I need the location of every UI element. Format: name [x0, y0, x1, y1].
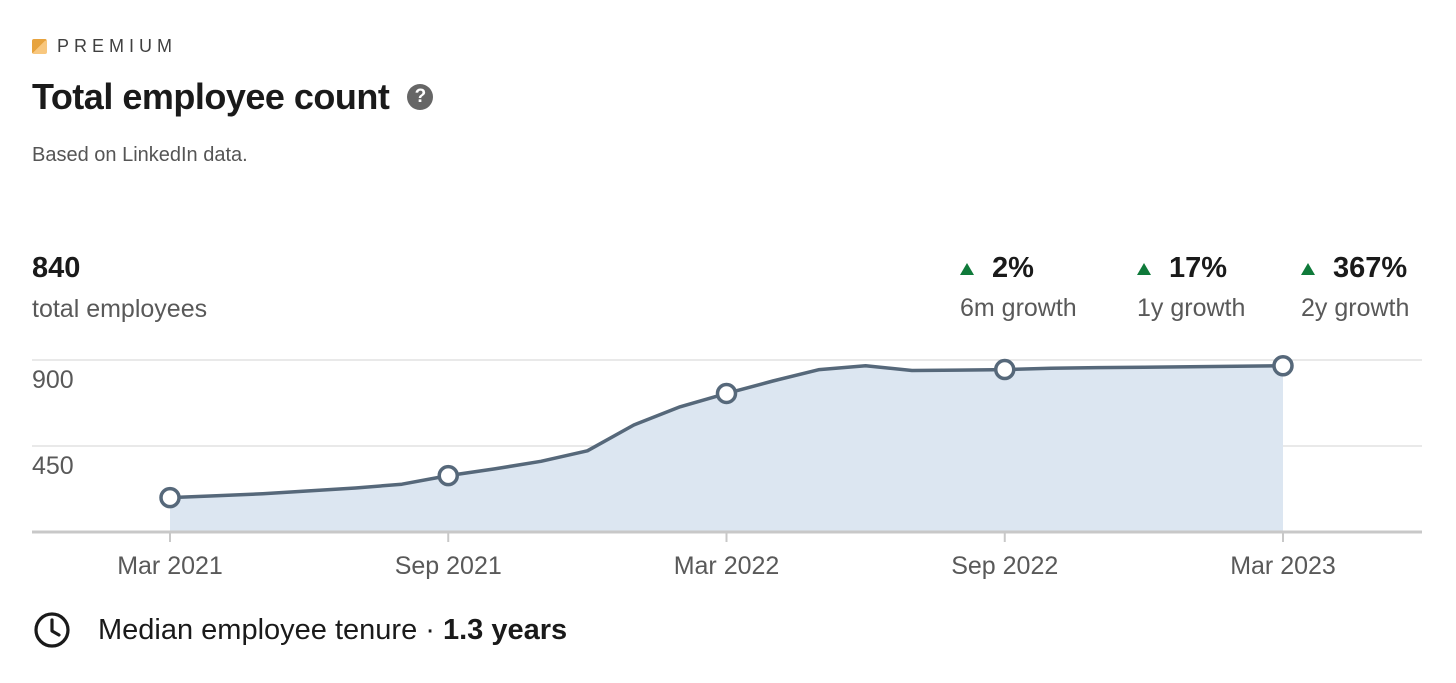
growth-6m: 2% 6m growth	[960, 252, 1077, 323]
x-tick-label: Mar 2023	[1230, 552, 1336, 580]
premium-badge: PREMIUM	[32, 36, 177, 57]
total-employees-label: total employees	[32, 295, 208, 323]
median-tenure: Median employee tenure · 1.3 years	[32, 610, 567, 650]
area-fill	[170, 365, 1283, 532]
growth-6m-value: 2%	[992, 252, 1034, 284]
title-row: Total employee count ?	[32, 76, 434, 118]
y-tick-label: 450	[32, 452, 74, 480]
x-tick-label: Mar 2021	[117, 552, 223, 580]
tenure-value: 1.3 years	[442, 613, 568, 646]
tenure-text: Median employee tenure · 1.3 years	[98, 614, 567, 647]
question-circle-icon[interactable]: ?	[407, 84, 434, 110]
growth-1y-label: 1y growth	[1137, 294, 1246, 322]
data-point-marker	[437, 464, 459, 487]
data-point-marker	[1272, 354, 1294, 377]
up-arrow-icon	[1301, 262, 1315, 275]
x-tick-label: Sep 2022	[951, 552, 1058, 580]
up-arrow-icon	[960, 262, 974, 275]
growth-2y: 367% 2y growth	[1301, 252, 1409, 323]
y-tick-label: 900	[32, 366, 74, 394]
x-tick-label: Mar 2022	[674, 552, 780, 580]
data-point-marker	[994, 358, 1016, 381]
employee-count-chart: 900 450 Mar 2021 Sep 2021 Mar 2022 Sep 2022 Ma…	[32, 354, 1422, 580]
clock-icon	[34, 612, 70, 648]
growth-2y-label: 2y growth	[1301, 294, 1410, 322]
premium-icon	[32, 39, 47, 54]
tenure-label: Median employee tenure ·	[98, 613, 443, 646]
page-subtitle: Based on LinkedIn data.	[32, 144, 248, 166]
growth-6m-label: 6m growth	[960, 294, 1077, 322]
page-title: Total employee count	[32, 76, 390, 117]
growth-2y-value: 367%	[1333, 252, 1408, 284]
data-point-marker	[159, 486, 181, 509]
growth-1y-value: 17%	[1169, 252, 1228, 284]
premium-label: PREMIUM	[57, 36, 177, 56]
x-tick-label: Sep 2021	[395, 552, 502, 580]
total-employees-value: 840	[32, 252, 81, 284]
growth-1y: 17% 1y growth	[1137, 252, 1245, 323]
data-point-marker	[715, 382, 738, 405]
up-arrow-icon	[1137, 262, 1151, 275]
